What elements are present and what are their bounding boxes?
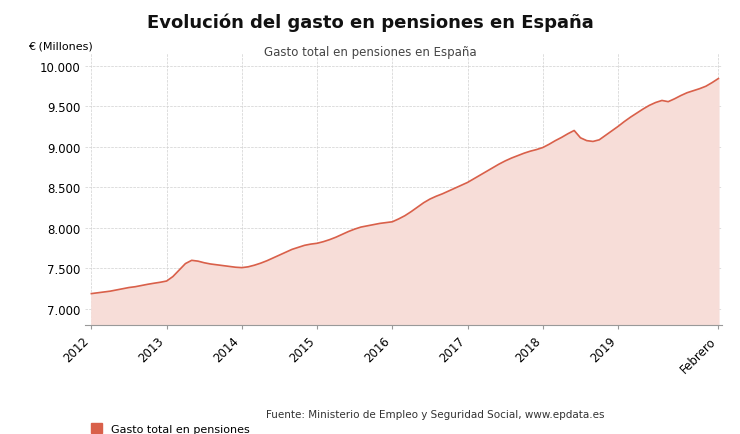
Text: € (Millones): € (Millones) — [28, 42, 92, 52]
Text: Gasto total en pensiones en España: Gasto total en pensiones en España — [263, 46, 477, 59]
Text: Fuente: Ministerio de Empleo y Seguridad Social, www.epdata.es: Fuente: Ministerio de Empleo y Seguridad… — [266, 410, 605, 419]
Legend: Gasto total en pensiones: Gasto total en pensiones — [91, 424, 249, 434]
Text: Evolución del gasto en pensiones en España: Evolución del gasto en pensiones en Espa… — [147, 13, 593, 32]
